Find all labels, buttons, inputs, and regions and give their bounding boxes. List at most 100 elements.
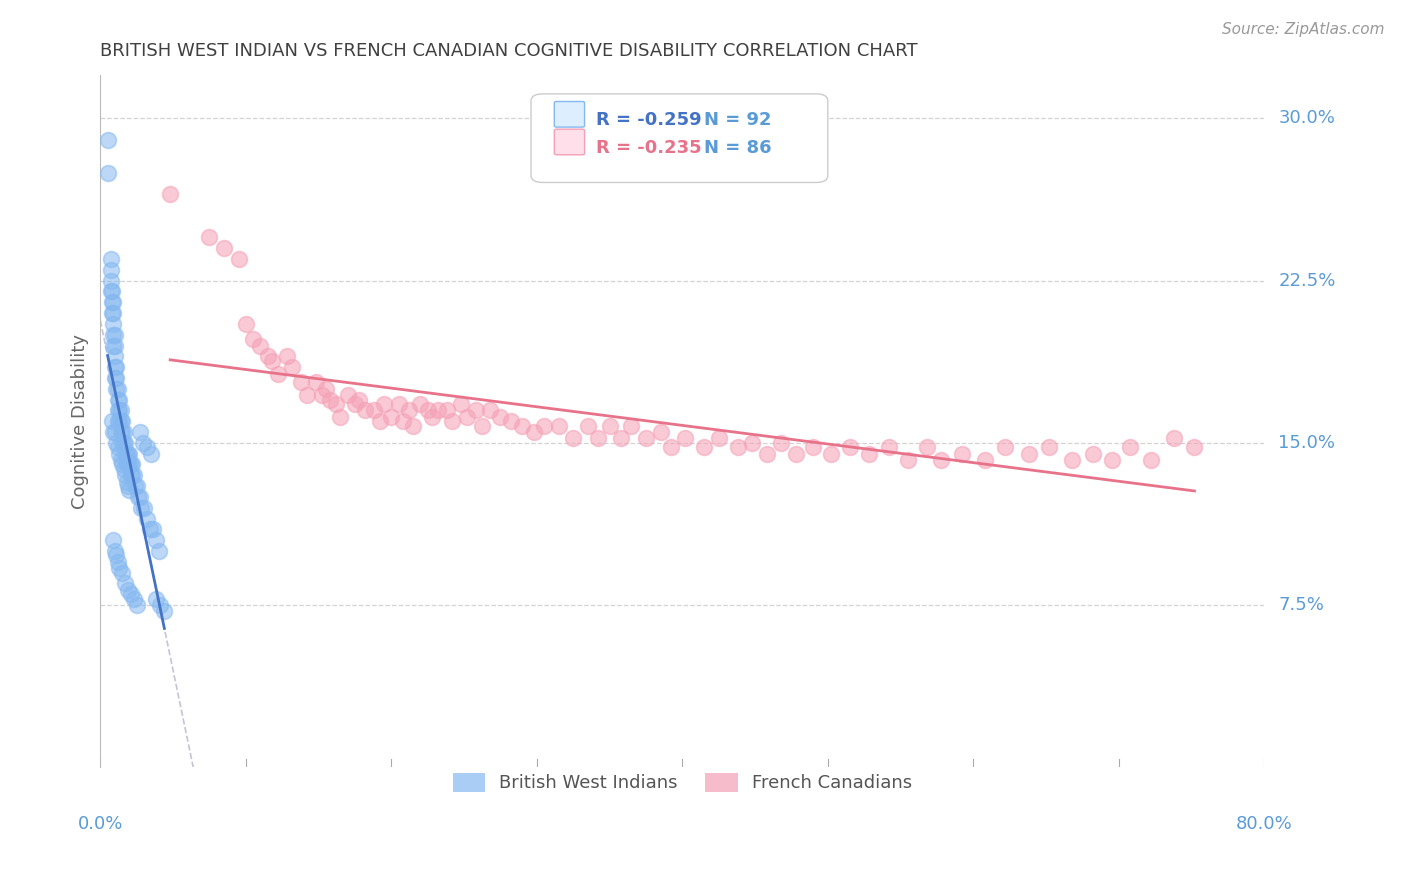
Point	[108, 447, 131, 461]
Point	[159, 187, 181, 202]
Point	[650, 425, 672, 439]
Point	[115, 447, 138, 461]
Point	[599, 418, 621, 433]
Point	[107, 555, 129, 569]
Point	[118, 483, 141, 498]
Point	[1062, 453, 1084, 467]
Point	[673, 432, 696, 446]
Point	[108, 392, 131, 407]
Point	[111, 435, 134, 450]
Point	[145, 533, 167, 548]
Point	[416, 403, 439, 417]
Point	[111, 414, 134, 428]
Point	[121, 458, 143, 472]
Point	[1038, 440, 1060, 454]
Point	[929, 453, 952, 467]
Point	[120, 468, 142, 483]
Point	[420, 409, 443, 424]
Point	[510, 418, 533, 433]
FancyBboxPatch shape	[554, 129, 585, 155]
Point	[118, 447, 141, 461]
Point	[101, 285, 124, 299]
Point	[105, 360, 128, 375]
Point	[336, 388, 359, 402]
Point	[659, 440, 682, 454]
Point	[380, 409, 402, 424]
Point	[107, 382, 129, 396]
Text: 7.5%: 7.5%	[1278, 596, 1324, 614]
Point	[1140, 453, 1163, 467]
Point	[363, 403, 385, 417]
Point	[141, 447, 163, 461]
Point	[1101, 453, 1123, 467]
Point	[104, 425, 127, 439]
Point	[249, 338, 271, 352]
Point	[290, 376, 312, 390]
Point	[770, 435, 793, 450]
Point	[107, 403, 129, 417]
Point	[114, 468, 136, 483]
Point	[741, 435, 763, 450]
Point	[107, 440, 129, 454]
Point	[129, 500, 152, 515]
Point	[235, 317, 257, 331]
Point	[1184, 440, 1206, 454]
Point	[801, 440, 824, 454]
Point	[101, 295, 124, 310]
Point	[533, 418, 555, 433]
Point	[103, 533, 125, 548]
Point	[785, 447, 807, 461]
Point	[103, 338, 125, 352]
Point	[110, 403, 132, 417]
Point	[108, 561, 131, 575]
Point	[100, 262, 122, 277]
Point	[153, 605, 176, 619]
Point	[198, 230, 221, 244]
Point	[104, 327, 127, 342]
Point	[120, 458, 142, 472]
Point	[576, 418, 599, 433]
Text: 22.5%: 22.5%	[1278, 272, 1336, 290]
Point	[707, 432, 730, 446]
Point	[108, 403, 131, 417]
Text: 15.0%: 15.0%	[1278, 434, 1336, 452]
Point	[135, 511, 157, 525]
Point	[128, 425, 150, 439]
Text: R = -0.259: R = -0.259	[596, 112, 702, 129]
Point	[368, 414, 391, 428]
Point	[470, 418, 492, 433]
Text: R = -0.235: R = -0.235	[596, 139, 702, 157]
Point	[586, 432, 609, 446]
Point	[441, 414, 464, 428]
Point	[101, 306, 124, 320]
Point	[100, 252, 122, 266]
Text: Source: ZipAtlas.com: Source: ZipAtlas.com	[1222, 22, 1385, 37]
Point	[103, 317, 125, 331]
Point	[727, 440, 749, 454]
Point	[479, 403, 502, 417]
Point	[897, 453, 920, 467]
Point	[228, 252, 250, 266]
Point	[124, 479, 146, 493]
Point	[450, 397, 472, 411]
Point	[489, 409, 512, 424]
Point	[148, 544, 170, 558]
Point	[103, 295, 125, 310]
Point	[1163, 432, 1185, 446]
Point	[112, 462, 135, 476]
Point	[112, 425, 135, 439]
Point	[373, 397, 395, 411]
Point	[120, 587, 142, 601]
Y-axis label: Cognitive Disability: Cognitive Disability	[72, 334, 89, 508]
Point	[950, 447, 973, 461]
Point	[755, 447, 778, 461]
Point	[114, 435, 136, 450]
Point	[409, 397, 432, 411]
Point	[315, 382, 337, 396]
Point	[858, 447, 880, 461]
Legend: British West Indians, French Canadians: British West Indians, French Canadians	[446, 766, 920, 799]
Point	[131, 435, 153, 450]
Point	[349, 392, 371, 407]
Point	[1081, 447, 1104, 461]
Point	[212, 241, 235, 255]
